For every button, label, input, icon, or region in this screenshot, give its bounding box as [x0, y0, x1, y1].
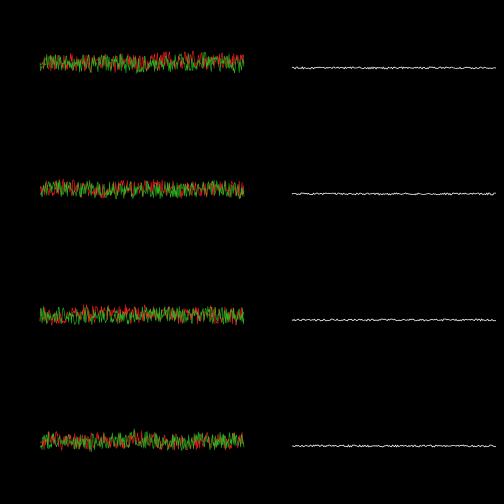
- signal-panel: [0, 252, 252, 378]
- flat-trace: [292, 67, 496, 69]
- signal-chart: [0, 126, 252, 252]
- flat-panel: [252, 0, 504, 126]
- flat-chart: [252, 126, 504, 252]
- flat-chart: [252, 378, 504, 504]
- signal-chart: [0, 0, 252, 126]
- flat-trace: [292, 193, 496, 195]
- signal-panel: [0, 378, 252, 504]
- flat-chart: [252, 252, 504, 378]
- figure-grid: [0, 0, 504, 504]
- signal-panel: [0, 126, 252, 252]
- flat-panel: [252, 378, 504, 504]
- signal-chart: [0, 252, 252, 378]
- flat-trace: [292, 445, 496, 447]
- flat-trace: [292, 319, 496, 321]
- flat-panel: [252, 126, 504, 252]
- signal-chart: [0, 378, 252, 504]
- flat-chart: [252, 0, 504, 126]
- signal-panel: [0, 0, 252, 126]
- flat-panel: [252, 252, 504, 378]
